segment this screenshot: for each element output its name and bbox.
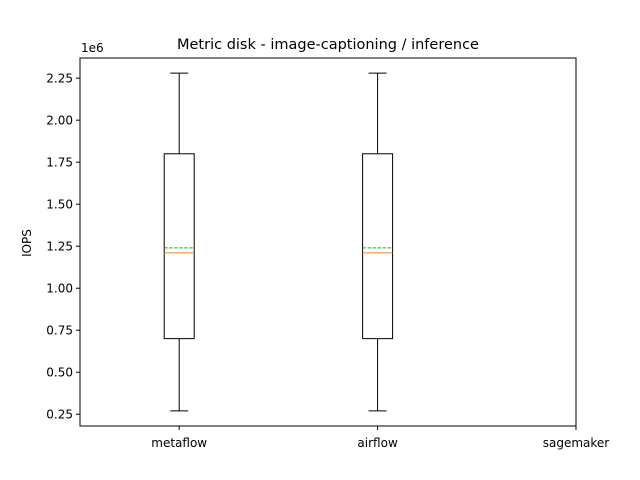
plot-frame	[79, 57, 577, 427]
box-airflow	[362, 72, 394, 412]
y-tick-label: 2.00	[46, 114, 73, 128]
y-tick-label: 0.75	[46, 324, 73, 338]
y-tick-label: 1.25	[46, 240, 73, 254]
y-axis-label: IOPS	[20, 229, 34, 257]
iqr-box	[362, 153, 394, 340]
y-tick-label: 0.50	[46, 366, 73, 380]
iqr-box	[163, 153, 195, 340]
x-tick-label: metaflow	[151, 436, 207, 450]
chart-title: Metric disk - image-captioning / inferen…	[177, 37, 479, 53]
y-tick-label: 2.25	[46, 72, 73, 86]
y-tick-label: 0.25	[46, 408, 73, 422]
y-tick-label: 1.75	[46, 156, 73, 170]
x-tick-label: airflow	[357, 436, 398, 450]
plot-area: 0.25 0.50 0.75 1.00 1.25 1.50 1.75 2.00 2.25 meta…	[46, 72, 609, 450]
y-axis-offset-label: 1e6	[81, 41, 104, 55]
box-metaflow	[163, 72, 195, 412]
y-tick-label: 1.00	[46, 282, 73, 296]
y-tick-label: 1.50	[46, 198, 73, 212]
x-tick-label: sagemaker	[543, 436, 610, 450]
